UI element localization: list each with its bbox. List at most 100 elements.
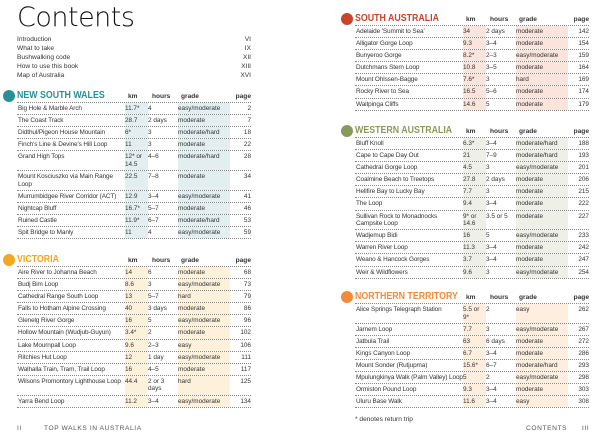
- walk-row[interactable]: Weano & Hancock Gorges 3.7 3–4 moderate 247: [355, 254, 589, 267]
- walk-row[interactable]: Bunyeroo Gorge 8.2* 2–3 easy/moderate 159: [355, 50, 589, 63]
- walk-hours: 3: [486, 164, 490, 172]
- walk-hours: 2 or 3 days: [148, 377, 165, 393]
- intro-item-label: Map of Australia: [17, 72, 65, 79]
- walk-hours: 3–4: [486, 40, 497, 48]
- walk-row[interactable]: Ormiston Pound Loop 9.3 3–4 moderate 303: [355, 384, 589, 397]
- walk-row[interactable]: The Coast Track 28.7 2 days moderate 7: [17, 115, 251, 128]
- walk-grade: hard: [178, 291, 230, 303]
- intro-item[interactable]: Introduction VI: [17, 35, 251, 44]
- walk-grade: moderate: [516, 26, 568, 38]
- walk-row[interactable]: Mount Ohlssen-Bagge 7.6* 3 hard 169: [355, 74, 589, 87]
- walk-row[interactable]: Weir & Wildflowers 9.6 3 easy/moderate 254: [355, 266, 589, 279]
- walk-page: 154: [578, 40, 589, 48]
- walk-grade: easy/moderate: [178, 351, 230, 363]
- walk-row[interactable]: Jatbula Trail 63 6 days moderate 272: [355, 335, 589, 348]
- walk-row[interactable]: Grand High Tops 12* or 14.5 4–6 moderate/ha…: [17, 151, 251, 172]
- walk-row[interactable]: Jarnem Loop 7.7 3 easy/moderate 267: [355, 323, 589, 336]
- walk-km: 7.7: [463, 323, 486, 335]
- walk-km: 44.4: [125, 375, 148, 395]
- walk-grade: easy: [178, 339, 230, 351]
- walk-row[interactable]: Mpulungkinya Walk (Palm Valley) Loop 5 2 ea…: [355, 372, 589, 385]
- walk-km: 3.7: [463, 254, 486, 266]
- walk-page: 188: [578, 140, 589, 147]
- walk-row[interactable]: Alice Springs Telegraph Station 5.5 or 9*…: [355, 304, 589, 324]
- walk-page: 68: [243, 269, 251, 276]
- walk-grade: moderate: [516, 254, 568, 266]
- walk-row[interactable]: Rocky River to Sea 16.5 5–6 moderate 174: [355, 86, 589, 99]
- walk-row[interactable]: Finch's Line & Devine's Hill Loop 11 3 mode…: [17, 139, 251, 152]
- walk-page: 86: [243, 305, 251, 313]
- walk-row[interactable]: Cathedral Gorge Loop 4.5 3 easy/moderate 201: [355, 162, 589, 175]
- walk-hours: 3–4: [486, 386, 497, 394]
- intro-item-page: VI: [244, 36, 251, 43]
- walk-row[interactable]: Alligator Gorge Loop 9.3 3–4 moderate 154: [355, 38, 589, 51]
- walk-row[interactable]: Ruined Castle 11.9* 6–7 moderate/hard 53: [17, 214, 251, 228]
- walk-name: Cathedral Range South Loop: [18, 293, 99, 301]
- walk-row[interactable]: Wilsons Promontory Lighthouse Loop 44.4 2 …: [17, 375, 251, 396]
- walk-km: 6*: [125, 127, 148, 139]
- walk-km: 4.5: [463, 162, 486, 174]
- walk-hours: 5–6: [486, 88, 497, 96]
- walk-row[interactable]: Sullivan Rock to Monadnocks Campsite Loo…: [355, 210, 589, 231]
- walk-page: 262: [578, 306, 589, 313]
- walk-row[interactable]: Mount Kosciuszko via Main Range Loop 22.5…: [17, 171, 251, 191]
- walk-page: 125: [240, 377, 251, 385]
- walk-hours: 6: [148, 269, 152, 276]
- walk-row[interactable]: Budj Bim Loop 8.6 3 easy/moderate 73: [17, 279, 251, 292]
- walk-row[interactable]: Aire River to Johanna Beach 14 6 moderate 68: [17, 267, 251, 280]
- column-header-hours: hours: [152, 93, 171, 100]
- walk-name: Big Hole & Marble Arch: [18, 105, 82, 112]
- walk-row[interactable]: Falls to Hotham Alpine Crossing 40 3 days m…: [17, 303, 251, 316]
- section-header: VICTORIA km hours grade page: [3, 253, 251, 267]
- walk-row[interactable]: Hollow Mountain (Wudjub-Guyun) 3.4* 2 moder…: [17, 327, 251, 340]
- walk-page: 159: [578, 52, 589, 60]
- walk-hours: 2: [486, 306, 490, 313]
- intro-item[interactable]: Map of Australia XVI: [17, 71, 251, 80]
- walk-km: 6.3*: [463, 138, 486, 150]
- walk-row[interactable]: Uluru Base Walk 11.6 3–4 easy 308: [355, 396, 589, 409]
- walk-row[interactable]: Kings Canyon Loop 6.7 3–4 moderate 286: [355, 347, 589, 360]
- walk-row[interactable]: Murrumbidgee River Corridor (ACT) 12.9 3–4…: [17, 190, 251, 203]
- walk-row[interactable]: Didthul/Pigeon House Mountain 6* 3 moderate…: [17, 127, 251, 140]
- walk-row[interactable]: Mount Sonder (Rutjupma) 15.6* 6–7 moderate/…: [355, 359, 589, 373]
- walk-row[interactable]: Spit Bridge to Manly 11 4 easy/moderate 59: [17, 227, 251, 240]
- walk-row[interactable]: Big Hole & Marble Arch 11.7* 4 easy/moderat…: [17, 103, 251, 116]
- section-header: NEW SOUTH WALES km hours grade page: [3, 89, 251, 103]
- walk-row[interactable]: Bluff Knoll 6.3* 3–4 moderate/hard 188: [355, 138, 589, 151]
- walk-row[interactable]: Adelaide 'Summit to Sea' 34 2 days moderate…: [355, 26, 589, 39]
- walk-grade: easy/moderate: [178, 227, 230, 239]
- walk-page: 102: [240, 329, 251, 337]
- walk-row[interactable]: Glenelg River Gorge 16 5 easy/moderate 96: [17, 315, 251, 328]
- walk-grade: moderate: [178, 171, 230, 190]
- walk-grade: moderate: [516, 174, 568, 186]
- walk-grade: moderate: [516, 62, 568, 74]
- column-header-page: page: [235, 93, 251, 100]
- intro-item[interactable]: What to take IX: [17, 44, 251, 53]
- walk-row[interactable]: Nightcap Bluff 16.7* 5–7 moderate 46: [17, 202, 251, 215]
- walk-row[interactable]: Coalmine Beach to Treetops 27.8 2 days mode…: [355, 174, 589, 187]
- walk-row[interactable]: Waitpinga Cliffs 14.6 5 moderate 179: [355, 98, 589, 111]
- intro-item[interactable]: Bushwalking code XII: [17, 53, 251, 62]
- intro-item-page: IX: [244, 45, 251, 52]
- walk-row[interactable]: Hellfire Bay to Lucky Bay 7.7 3 moderate 215: [355, 186, 589, 199]
- walk-row[interactable]: Dutchmans Stern Loop 10.8 3–5 moderate 164: [355, 62, 589, 75]
- walk-row[interactable]: Warren River Loop 11.3 3–4 moderate 242: [355, 242, 589, 255]
- walk-grade: easy: [516, 304, 568, 323]
- walk-row[interactable]: Cathedral Range South Loop 13 5–7 hard 79: [17, 291, 251, 304]
- walk-hours: 5–7: [148, 293, 159, 301]
- section-title-container: VICTORIA: [17, 253, 125, 266]
- walk-hours: 3–4: [486, 200, 497, 208]
- walk-page: 169: [578, 76, 589, 84]
- walk-row[interactable]: Yarra Bend Loop 11.2 3–4 easy/moderate 134: [17, 395, 251, 408]
- walk-row[interactable]: Wadjemup Bidi 16 5 easy/moderate 233: [355, 230, 589, 243]
- walk-row[interactable]: Lake Mournpall Loop 9.6 2–3 easy 106: [17, 339, 251, 352]
- intro-item[interactable]: How to use this book XIII: [17, 62, 251, 71]
- walk-km: 5: [463, 372, 486, 384]
- walk-grade: easy/moderate: [516, 266, 568, 278]
- walk-row[interactable]: The Loop 9.4 3–4 moderate 222: [355, 198, 589, 211]
- walk-row[interactable]: Walhalla Train, Tram, Trail Loop 16 4–5 mod…: [17, 363, 251, 376]
- walk-hours: 3–4: [148, 192, 159, 200]
- walk-row[interactable]: Cape to Cape Day Out 21 7–9 moderate/hard 19…: [355, 150, 589, 163]
- walk-row[interactable]: Ritchies Hut Loop 12 1 day easy/moderate 111: [17, 351, 251, 364]
- walk-grade: moderate: [178, 327, 230, 339]
